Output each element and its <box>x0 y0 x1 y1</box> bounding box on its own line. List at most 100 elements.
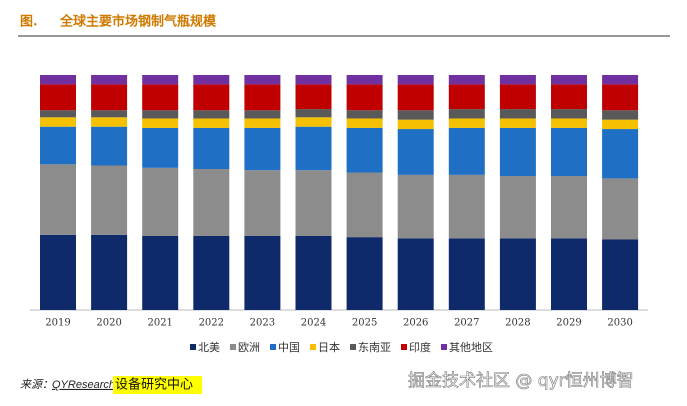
bar-segment <box>193 127 230 169</box>
bar-segment <box>91 75 128 85</box>
bar-segment <box>142 75 179 85</box>
bar-segment <box>244 127 281 171</box>
x-tick-label: 2021 <box>147 318 172 329</box>
legend-swatch <box>350 344 356 350</box>
bar-segment <box>499 109 536 119</box>
bar-segment <box>244 235 281 310</box>
bar-segment <box>551 127 587 177</box>
bar-segment <box>397 119 434 130</box>
bar-segment <box>91 110 128 118</box>
bar-segment <box>295 126 332 171</box>
source-label: 来源： <box>20 378 53 391</box>
legend-label: 日本 <box>318 340 340 354</box>
bar-segment <box>499 118 536 128</box>
legend-label: 其他地区 <box>449 341 493 354</box>
bar-segment <box>346 127 383 173</box>
legend-label: 欧洲 <box>238 341 260 354</box>
bar-segment <box>346 110 383 119</box>
x-tick-label: 2019 <box>45 318 70 329</box>
bar-segment <box>91 165 128 235</box>
bar-segment <box>499 84 536 110</box>
bar-segment <box>551 109 587 119</box>
bar-segment <box>397 174 434 239</box>
bar-segment <box>40 110 76 118</box>
x-tick-label: 2024 <box>301 318 326 329</box>
bar-segment <box>91 234 128 310</box>
bar-segment <box>397 110 434 120</box>
bar-segment <box>602 239 639 310</box>
x-tick-label: 2029 <box>556 318 581 329</box>
bar-segment <box>397 238 434 310</box>
bar-segment <box>193 110 230 119</box>
bar-segment <box>193 235 230 310</box>
legend-swatch <box>270 344 276 350</box>
bar-segment <box>346 237 383 310</box>
bar-segment <box>602 119 639 130</box>
bar-segment <box>448 118 485 128</box>
x-tick-label: 2022 <box>199 318 224 329</box>
bar-segment <box>142 127 179 168</box>
bar-segment <box>295 84 332 110</box>
bar-segment <box>244 110 281 119</box>
bar-segment <box>295 235 332 310</box>
bar-segment <box>602 110 639 120</box>
bar-segment <box>448 174 485 239</box>
bar-segment <box>40 164 76 235</box>
bar-segment <box>499 127 536 177</box>
bar-segment <box>142 110 179 119</box>
bar-segment <box>551 118 587 128</box>
legend-swatch <box>230 344 236 350</box>
x-tick-label: 2026 <box>403 318 428 329</box>
chart-title: 全球主要市场钢制气瓶规模 <box>59 14 217 30</box>
bar-segment <box>91 84 128 111</box>
bar-segment <box>193 84 230 111</box>
bar-segment <box>346 84 383 111</box>
bar-segment <box>499 176 536 239</box>
bar-segment <box>40 234 76 310</box>
x-tick-label: 2023 <box>250 318 275 329</box>
legend-swatch <box>310 344 316 350</box>
bar-segment <box>397 129 434 175</box>
bar-segment <box>295 170 332 236</box>
bar-segment <box>91 126 128 166</box>
bar-segment <box>346 75 383 85</box>
bar-segment <box>346 118 383 128</box>
bar-segment <box>142 118 179 128</box>
bar-segment <box>295 109 332 118</box>
legend-swatch <box>401 344 407 350</box>
legend-swatch <box>441 344 447 350</box>
bar-segment <box>551 84 587 110</box>
bar-segment <box>193 118 230 128</box>
bar-segment <box>193 75 230 85</box>
bar-segment <box>346 172 383 238</box>
bar-segment <box>244 84 281 111</box>
legend-label: 东南亚 <box>358 341 391 354</box>
bar-segment <box>142 167 179 236</box>
bar-segment <box>551 176 587 239</box>
bar-segment <box>244 118 281 128</box>
x-tick-label: 2027 <box>454 318 479 329</box>
bar-segment <box>602 75 639 85</box>
bar-segment <box>244 75 281 85</box>
bar-segment <box>551 75 587 85</box>
bar-segment <box>142 235 179 310</box>
bar-segment <box>244 170 281 236</box>
source-name: QYResearch <box>52 379 115 391</box>
bar-segment <box>448 109 485 119</box>
bar-segment <box>499 238 536 310</box>
watermark: 掘金技术社区 @ qyr恒州博智 <box>408 371 634 391</box>
legend-label: 北美 <box>198 341 220 354</box>
bar-segment <box>448 238 485 310</box>
bar-segment <box>295 117 332 127</box>
legend-label: 中国 <box>278 341 300 354</box>
bar-segment <box>602 84 639 111</box>
bar-segment <box>448 84 485 110</box>
bar-segment <box>551 238 587 310</box>
bar-segment <box>295 75 332 85</box>
bar-segment <box>40 117 76 127</box>
source-note: 设备研究中心 <box>115 377 193 393</box>
bar-segment <box>40 126 76 165</box>
x-tick-label: 2028 <box>505 318 530 329</box>
